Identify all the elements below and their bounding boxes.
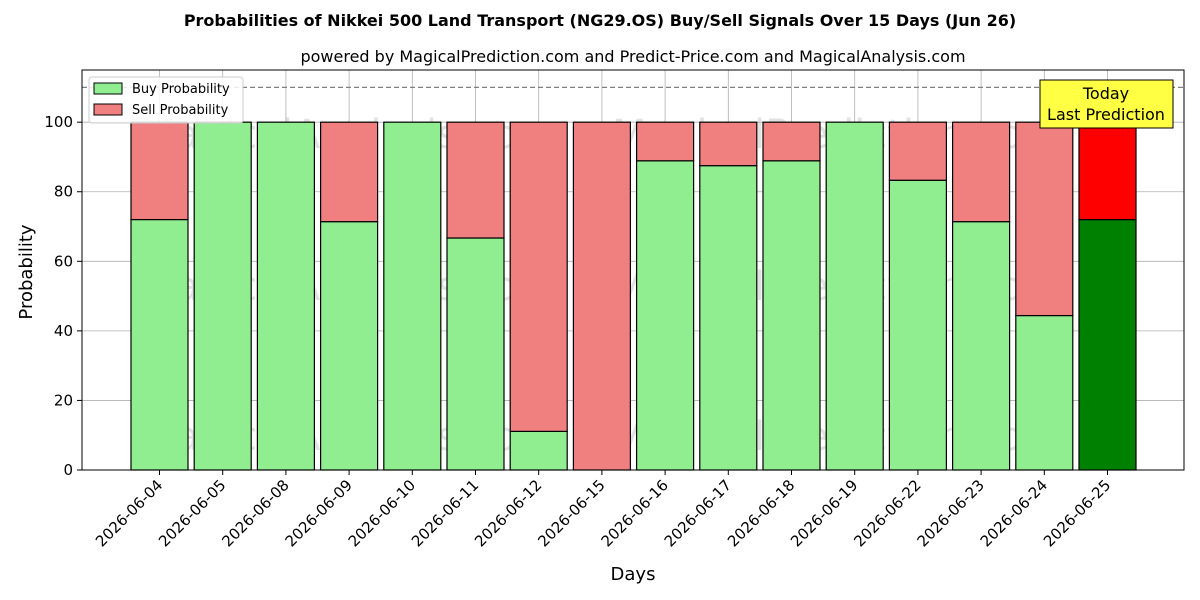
x-tick-label: 2026-06-22	[850, 476, 924, 550]
x-tick-label: 2026-06-15	[534, 476, 608, 550]
y-tick-label: 60	[54, 252, 73, 270]
x-tick-label: 2026-06-23	[914, 476, 988, 550]
x-tick-label: 2026-06-09	[282, 476, 356, 550]
sell-bar	[509, 121, 568, 432]
x-tick-label: 2026-06-25	[1040, 476, 1114, 550]
bars	[130, 121, 1137, 471]
buy-bar	[762, 160, 821, 471]
buy-bar	[130, 218, 189, 471]
y-axis-label: Probability	[16, 224, 37, 319]
legend-box	[88, 76, 244, 124]
buy-bar	[1078, 218, 1137, 471]
sell-bar	[320, 121, 379, 223]
buy-bar	[635, 160, 695, 471]
plot-frame	[81, 69, 1185, 471]
buy-bar	[193, 121, 252, 471]
y-tick-label: 20	[54, 391, 73, 409]
y-tick-label: 40	[54, 322, 73, 340]
x-axis-label: Days	[611, 564, 656, 585]
y-tick-label: 0	[63, 461, 73, 479]
buy-bar	[446, 237, 505, 471]
buy-bar	[320, 221, 379, 471]
x-tick-label: 2026-06-11	[408, 476, 482, 550]
x-tick-label: 2026-06-05	[155, 476, 229, 550]
y-axis: 0 20 40 60 80 100	[44, 113, 82, 479]
x-tick-label: 2026-06-10	[345, 476, 419, 550]
x-tick-label: 2026-06-24	[977, 476, 1051, 550]
legend-label: Sell Probability	[132, 103, 229, 118]
annotation-line: Last Prediction	[1047, 105, 1165, 124]
legend-label: Buy Probability	[132, 82, 230, 97]
annotation-box	[1039, 79, 1174, 129]
buy-bar	[256, 121, 315, 471]
sell-bar	[951, 121, 1011, 223]
sell-bar	[762, 121, 821, 162]
x-tick-label: 2026-06-16	[598, 476, 672, 550]
sell-bar	[446, 121, 505, 239]
x-tick-label: 2026-06-08	[218, 476, 292, 550]
buy-bar	[509, 430, 568, 471]
today-annotation: Today Last Prediction	[1039, 79, 1174, 129]
legend-swatch	[93, 82, 123, 95]
sell-bar	[1015, 121, 1074, 317]
x-tick-label: 2026-06-19	[787, 476, 861, 550]
y-tick-label: 100	[44, 113, 73, 131]
sell-bar	[130, 121, 189, 221]
buy-bar	[383, 121, 442, 471]
sell-bar	[1078, 121, 1137, 221]
chart-subtitle: powered by MagicalPrediction.com and Pre…	[300, 47, 965, 66]
buy-bar	[699, 165, 758, 471]
sell-bar	[572, 121, 632, 471]
x-axis: 2026-06-042026-06-052026-06-082026-06-09…	[92, 470, 1114, 550]
buy-bar	[825, 121, 884, 471]
buy-bar	[951, 221, 1011, 471]
legend-swatch	[93, 103, 123, 116]
x-tick-label: 2026-06-04	[92, 476, 166, 550]
y-tick-label: 80	[54, 183, 73, 201]
buy-bar	[888, 179, 948, 471]
sell-bar	[699, 121, 758, 167]
x-tick-label: 2026-06-18	[724, 476, 798, 550]
x-tick-label: 2026-06-17	[661, 476, 735, 550]
chart-title: Probabilities of Nikkei 500 Land Transpo…	[184, 11, 1016, 30]
sell-bar	[888, 121, 948, 181]
buy-bar	[1015, 314, 1074, 471]
legend: Buy Probability Sell Probability	[88, 76, 244, 124]
sell-bar	[635, 121, 695, 162]
annotation-line: Today	[1082, 84, 1129, 103]
x-tick-label: 2026-06-12	[471, 476, 545, 550]
